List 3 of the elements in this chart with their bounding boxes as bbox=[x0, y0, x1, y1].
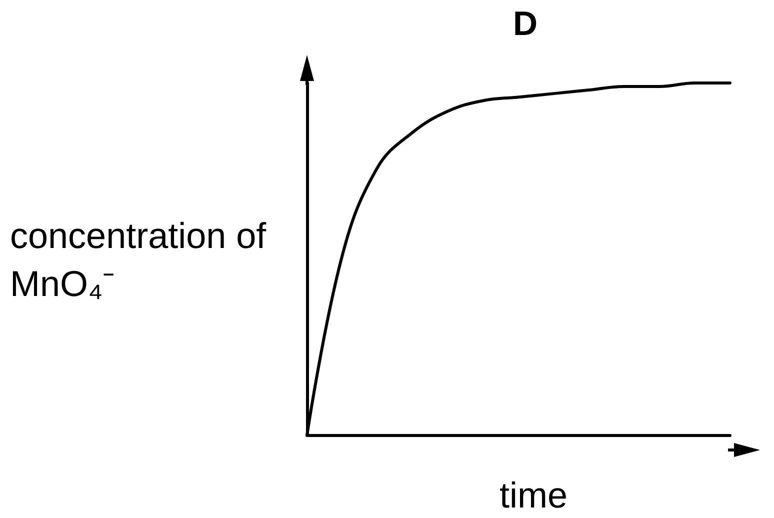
chart-title: D bbox=[513, 5, 538, 43]
x-axis-title: time bbox=[499, 474, 568, 516]
y-axis-title: concentration of MnO₄⁻ bbox=[10, 214, 268, 306]
